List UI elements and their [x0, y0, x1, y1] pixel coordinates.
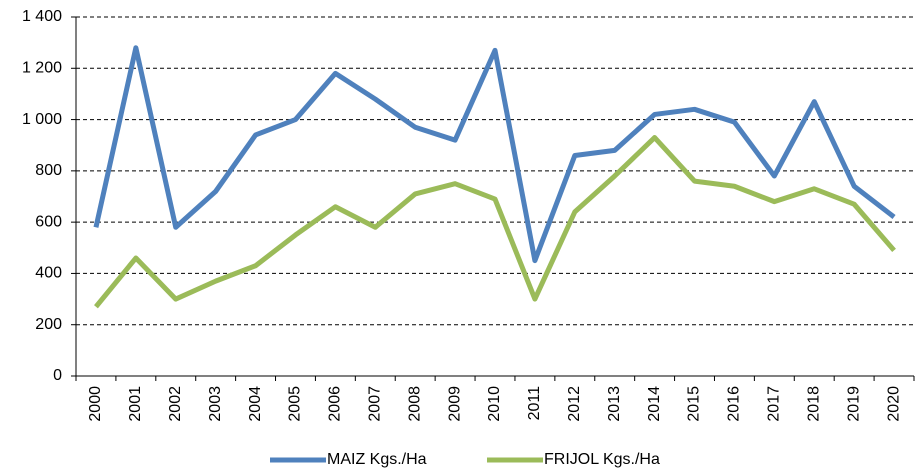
y-tick-label: 0: [53, 367, 62, 384]
x-tick-label: 2010: [486, 386, 503, 422]
x-tick-label: 2005: [287, 386, 304, 422]
legend-label: MAIZ Kgs./Ha: [327, 451, 427, 468]
x-tick-label: 2001: [127, 386, 144, 422]
series-line: [93, 45, 896, 264]
x-tick-label: 2013: [606, 386, 623, 422]
x-tick-label: 2006: [327, 386, 344, 422]
x-tick-label: 2015: [686, 386, 703, 422]
x-tick-label: 2004: [247, 386, 264, 422]
y-tick-label: 600: [35, 213, 62, 230]
y-tick-label: 1 200: [22, 60, 62, 77]
x-tick-label: 2014: [646, 386, 663, 422]
x-tick-label: 2011: [526, 386, 543, 421]
legend-label: FRIJOL Kgs./Ha: [544, 451, 660, 468]
y-tick-label: 1 000: [22, 111, 62, 128]
y-tick-label: 800: [35, 162, 62, 179]
x-tick-label: 2016: [726, 386, 743, 422]
x-tick-label: 2018: [805, 386, 822, 422]
y-tick-label: 400: [35, 265, 62, 282]
x-tick-label: 2003: [207, 386, 224, 422]
x-tick-label: 2008: [406, 386, 423, 422]
series-line: [94, 135, 896, 309]
x-tick-label: 2009: [446, 386, 463, 422]
x-tick-label: 2012: [566, 386, 583, 422]
x-tick-label: 2000: [87, 386, 104, 422]
x-tick-label: 2002: [167, 386, 184, 422]
x-tick-label: 2020: [885, 386, 902, 422]
x-tick-label: 2019: [845, 386, 862, 422]
x-tick-label: 2017: [766, 386, 783, 422]
y-tick-label: 1 400: [22, 8, 62, 25]
y-tick-label: 200: [35, 316, 62, 333]
x-tick-label: 2007: [367, 386, 384, 422]
